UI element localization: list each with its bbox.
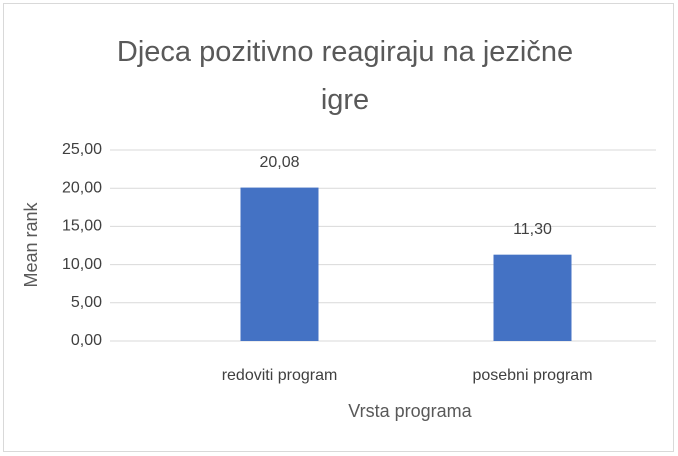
y-tick-label: 0,00 bbox=[71, 332, 102, 349]
y-tick-label: 10,00 bbox=[62, 256, 102, 273]
y-tick-label: 25,00 bbox=[62, 141, 102, 158]
x-tick-label: posebni program bbox=[472, 367, 592, 384]
data-label: 11,30 bbox=[513, 221, 552, 238]
y-tick-label: 20,00 bbox=[62, 179, 102, 196]
chart-border bbox=[3, 3, 674, 452]
y-tick-label: 5,00 bbox=[71, 294, 102, 311]
chart-title: Djeca pozitivno reagiraju na jezične igr… bbox=[116, 36, 574, 116]
x-axis-title: Vrsta programa bbox=[348, 401, 472, 421]
y-axis-title: Mean rank bbox=[21, 201, 41, 287]
bar bbox=[240, 187, 319, 341]
y-tick-label: 15,00 bbox=[62, 218, 102, 235]
data-label: 20,08 bbox=[259, 154, 299, 171]
x-tick-label: redoviti program bbox=[222, 367, 338, 384]
bar bbox=[493, 254, 572, 341]
